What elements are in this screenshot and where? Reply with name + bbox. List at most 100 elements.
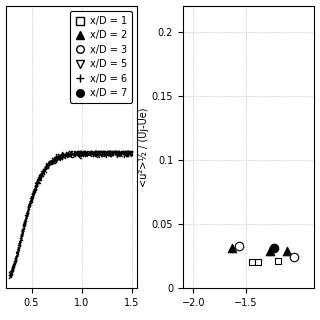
Point: [44, 164, 49, 169]
Point: [46, 164, 51, 170]
Point: [19, 232, 24, 237]
Point: [98, 151, 103, 156]
Point: [98, 151, 103, 156]
Point: [69, 150, 74, 156]
Point: [33, 183, 38, 188]
Point: [59, 152, 64, 157]
Point: [107, 149, 112, 154]
Point: [85, 152, 90, 157]
Point: [23, 214, 28, 219]
Point: [48, 159, 53, 164]
Point: [16, 240, 21, 245]
Point: [38, 176, 43, 181]
Point: [15, 250, 20, 255]
Point: [122, 150, 127, 155]
Point: [13, 258, 18, 263]
Point: [38, 173, 43, 178]
Point: [44, 163, 50, 168]
Point: [129, 149, 134, 154]
Point: [110, 149, 116, 155]
Point: [60, 153, 65, 158]
Point: [27, 201, 32, 206]
Point: [22, 222, 27, 228]
Point: [126, 151, 131, 156]
Point: [36, 174, 42, 180]
Point: [26, 204, 31, 209]
Point: [95, 153, 100, 158]
Point: [237, 243, 242, 248]
Point: [15, 246, 20, 252]
Point: [76, 149, 82, 154]
Point: [20, 228, 25, 234]
Point: [34, 181, 39, 186]
Point: [95, 149, 100, 154]
Point: [75, 150, 80, 155]
Point: [16, 245, 21, 250]
Point: [31, 190, 36, 195]
Point: [28, 198, 34, 203]
Point: [17, 242, 22, 247]
Point: [57, 155, 62, 160]
Point: [61, 152, 67, 157]
Point: [32, 187, 37, 192]
Point: [81, 152, 86, 157]
Point: [29, 195, 34, 200]
Point: [87, 150, 92, 156]
Point: [66, 151, 71, 156]
Point: [109, 151, 114, 156]
Point: [10, 267, 15, 272]
Point: [57, 157, 62, 163]
Point: [53, 153, 59, 158]
Point: [291, 255, 296, 260]
Point: [81, 149, 86, 154]
Point: [36, 177, 42, 182]
Point: [26, 202, 31, 207]
Point: [37, 176, 43, 181]
Point: [92, 150, 98, 155]
Point: [84, 150, 89, 156]
Point: [121, 150, 126, 155]
Point: [81, 149, 86, 154]
Point: [90, 149, 95, 154]
Point: [110, 152, 115, 157]
Point: [115, 151, 120, 156]
Point: [75, 149, 80, 154]
Point: [76, 149, 81, 154]
Point: [26, 204, 31, 209]
Point: [104, 154, 109, 159]
Point: [39, 172, 44, 177]
Point: [26, 205, 31, 211]
Point: [54, 155, 59, 160]
Point: [51, 160, 56, 165]
Point: [51, 159, 56, 164]
Point: [102, 151, 107, 156]
Point: [124, 152, 130, 157]
Point: [8, 270, 13, 276]
Point: [116, 152, 121, 157]
Point: [88, 151, 93, 156]
Point: [36, 177, 41, 182]
Point: [55, 154, 60, 159]
Point: [25, 208, 30, 213]
Point: [10, 265, 15, 270]
Point: [49, 159, 54, 164]
Point: [54, 158, 59, 164]
Point: [27, 204, 32, 209]
Point: [256, 260, 261, 265]
Point: [33, 184, 38, 189]
Point: [82, 153, 87, 158]
Point: [53, 156, 59, 161]
Point: [50, 158, 55, 163]
Point: [99, 152, 104, 157]
Point: [102, 151, 107, 156]
Point: [124, 149, 129, 154]
Point: [23, 214, 28, 219]
Point: [36, 177, 41, 182]
Point: [34, 184, 39, 189]
Point: [110, 151, 116, 156]
Point: [125, 149, 130, 154]
Point: [25, 211, 30, 216]
Point: [14, 251, 19, 256]
Point: [67, 154, 72, 159]
Point: [88, 149, 93, 154]
